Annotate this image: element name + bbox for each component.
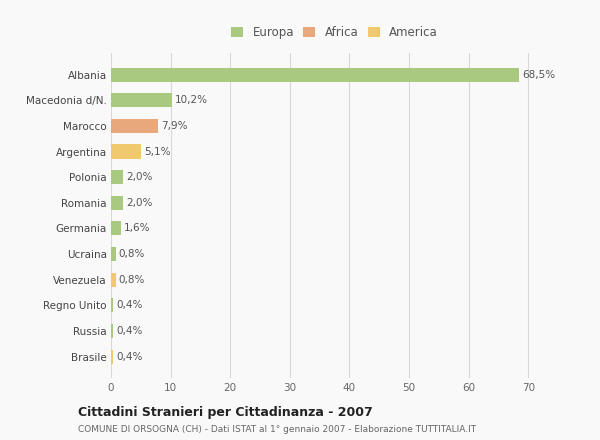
Text: 0,4%: 0,4% — [116, 352, 143, 362]
Bar — [111, 324, 113, 338]
Bar — [111, 247, 116, 261]
Text: 7,9%: 7,9% — [161, 121, 188, 131]
Text: 0,4%: 0,4% — [116, 326, 143, 336]
Text: 10,2%: 10,2% — [175, 95, 208, 105]
Text: 0,4%: 0,4% — [116, 300, 143, 310]
Text: 0,8%: 0,8% — [119, 249, 145, 259]
Bar — [111, 170, 123, 184]
Bar — [111, 93, 172, 107]
Text: 2,0%: 2,0% — [126, 198, 152, 208]
Text: 68,5%: 68,5% — [522, 70, 556, 80]
Text: 1,6%: 1,6% — [124, 224, 150, 233]
Bar — [111, 144, 142, 158]
Text: COMUNE DI ORSOGNA (CH) - Dati ISTAT al 1° gennaio 2007 - Elaborazione TUTTITALIA: COMUNE DI ORSOGNA (CH) - Dati ISTAT al 1… — [78, 425, 476, 434]
Bar — [111, 221, 121, 235]
Bar — [111, 298, 113, 312]
Legend: Europa, Africa, America: Europa, Africa, America — [231, 26, 438, 39]
Bar — [111, 68, 519, 82]
Text: 0,8%: 0,8% — [119, 275, 145, 285]
Text: Cittadini Stranieri per Cittadinanza - 2007: Cittadini Stranieri per Cittadinanza - 2… — [78, 406, 373, 419]
Bar — [111, 119, 158, 133]
Bar — [111, 273, 116, 287]
Text: 2,0%: 2,0% — [126, 172, 152, 182]
Bar — [111, 196, 123, 210]
Text: 5,1%: 5,1% — [145, 147, 171, 157]
Bar — [111, 349, 113, 363]
